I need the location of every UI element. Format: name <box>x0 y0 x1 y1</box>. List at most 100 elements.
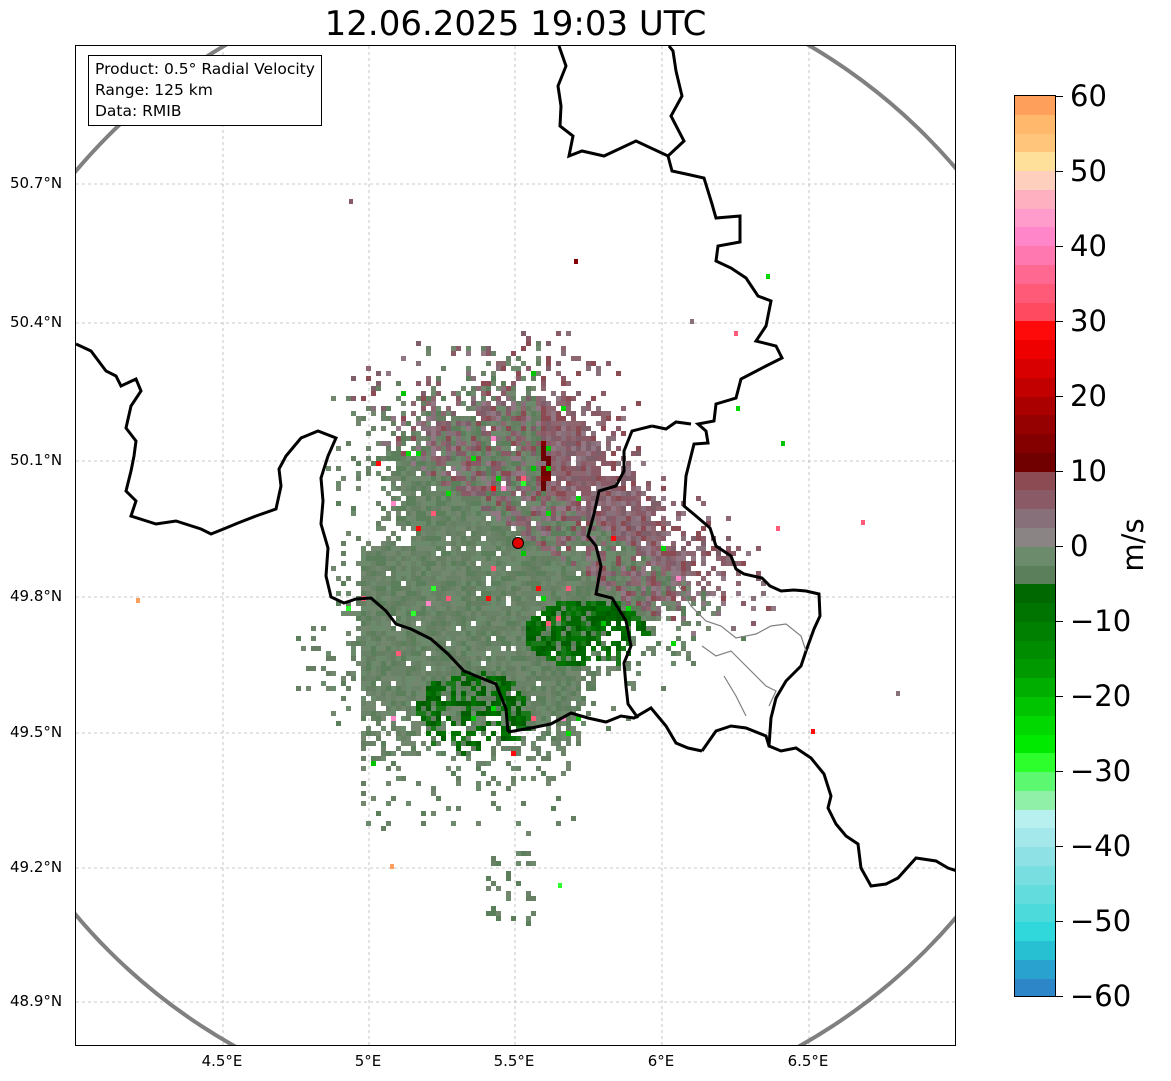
echo-cell <box>506 526 511 531</box>
echo-cell <box>396 676 401 681</box>
echo-cell <box>511 661 516 666</box>
echo-cell <box>536 436 541 441</box>
echo-cell <box>571 426 576 431</box>
echo-cell <box>441 606 446 611</box>
echo-cell <box>416 711 421 716</box>
echo-cell <box>551 776 556 781</box>
echo-cell <box>426 611 431 616</box>
echo-cell <box>476 691 481 696</box>
echo-cell <box>541 671 546 676</box>
echo-cell <box>551 616 556 621</box>
echo-cell <box>561 531 566 536</box>
echo-cell <box>551 491 556 496</box>
echo-cell <box>406 736 411 741</box>
echo-cell <box>446 456 451 461</box>
echo-cell <box>466 711 471 716</box>
echo-cell <box>621 491 626 496</box>
echo-cell <box>341 476 346 481</box>
echo-cell <box>636 611 641 616</box>
echo-cell <box>556 436 561 441</box>
echo-cell <box>386 651 391 656</box>
echo-cell <box>501 476 506 481</box>
echo-cell <box>426 586 431 591</box>
echo-cell <box>401 661 406 666</box>
echo-cell <box>476 426 481 431</box>
echo-cell <box>401 726 406 731</box>
echo-cell <box>441 471 446 476</box>
echo-cell <box>451 441 456 446</box>
echo-cell <box>416 566 421 571</box>
colorbar-segment <box>1015 246 1055 266</box>
echo-cell <box>536 356 541 361</box>
echo-cell <box>636 596 641 601</box>
echo-cell <box>476 486 481 491</box>
colorbar-segment <box>1015 321 1055 341</box>
echo-cell <box>626 666 631 671</box>
echo-cell <box>386 766 391 771</box>
echo-cell <box>391 721 396 726</box>
echo-cell <box>556 641 561 646</box>
echo-cell <box>481 696 486 701</box>
echo-cell <box>671 551 676 556</box>
echo-cell <box>556 746 561 751</box>
echo-cell <box>451 686 456 691</box>
echo-cell <box>601 501 606 506</box>
echo-cell <box>601 596 606 601</box>
echo-cell <box>586 636 591 641</box>
echo-cell <box>596 606 601 611</box>
echo-cell <box>671 601 676 606</box>
echo-cell <box>446 646 451 651</box>
echo-cell <box>516 746 521 751</box>
echo-cell <box>646 486 651 491</box>
echo-cell <box>536 601 541 606</box>
echo-cell <box>491 591 496 596</box>
echo-cell <box>416 651 421 656</box>
echo-cell <box>486 561 491 566</box>
echo-cell <box>411 591 416 596</box>
echo-cell <box>581 606 586 611</box>
echo-cell <box>441 501 446 506</box>
echo-cell <box>531 496 536 501</box>
echo-cell <box>551 701 556 706</box>
echo-cell <box>571 541 576 546</box>
echo-cell <box>526 616 531 621</box>
radar-map[interactable] <box>75 45 956 1046</box>
echo-cell <box>456 391 461 396</box>
echo-cell <box>396 606 401 611</box>
echo-cell <box>566 701 571 706</box>
echo-cell <box>486 691 491 696</box>
echo-cell <box>491 631 496 636</box>
echo-cell <box>511 916 516 921</box>
echo-cell <box>421 696 426 701</box>
echo-cell <box>616 461 621 466</box>
echo-cell <box>406 516 411 521</box>
echo-cell <box>426 566 431 571</box>
colorbar-tick-label: −20 <box>1070 679 1132 713</box>
echo-cell <box>486 671 491 676</box>
colorbar-tick <box>1056 171 1063 172</box>
echo-cell <box>621 536 626 541</box>
echo-cell <box>431 441 436 446</box>
echo-cell <box>421 456 426 461</box>
echo-cell <box>396 696 401 701</box>
echo-cell <box>611 666 616 671</box>
echo-cell <box>551 461 556 466</box>
echo-cell <box>521 666 526 671</box>
echo-cell <box>361 696 366 701</box>
echo-cell <box>411 521 416 526</box>
echo-cell <box>601 536 606 541</box>
echo-cell <box>506 656 511 661</box>
echo-cell <box>501 486 506 491</box>
echo-cell <box>486 686 491 691</box>
echo-cell <box>566 461 571 466</box>
echo-cell <box>601 511 606 516</box>
echo-cell <box>521 406 526 411</box>
echo-cell <box>566 761 571 766</box>
echo-cell <box>441 581 446 586</box>
radar-site-marker[interactable] <box>512 537 524 549</box>
echo-cell <box>481 616 486 621</box>
echo-cell <box>596 486 601 491</box>
echo-cell <box>501 671 506 676</box>
echo-cell <box>376 526 381 531</box>
echo-cell <box>661 556 666 561</box>
